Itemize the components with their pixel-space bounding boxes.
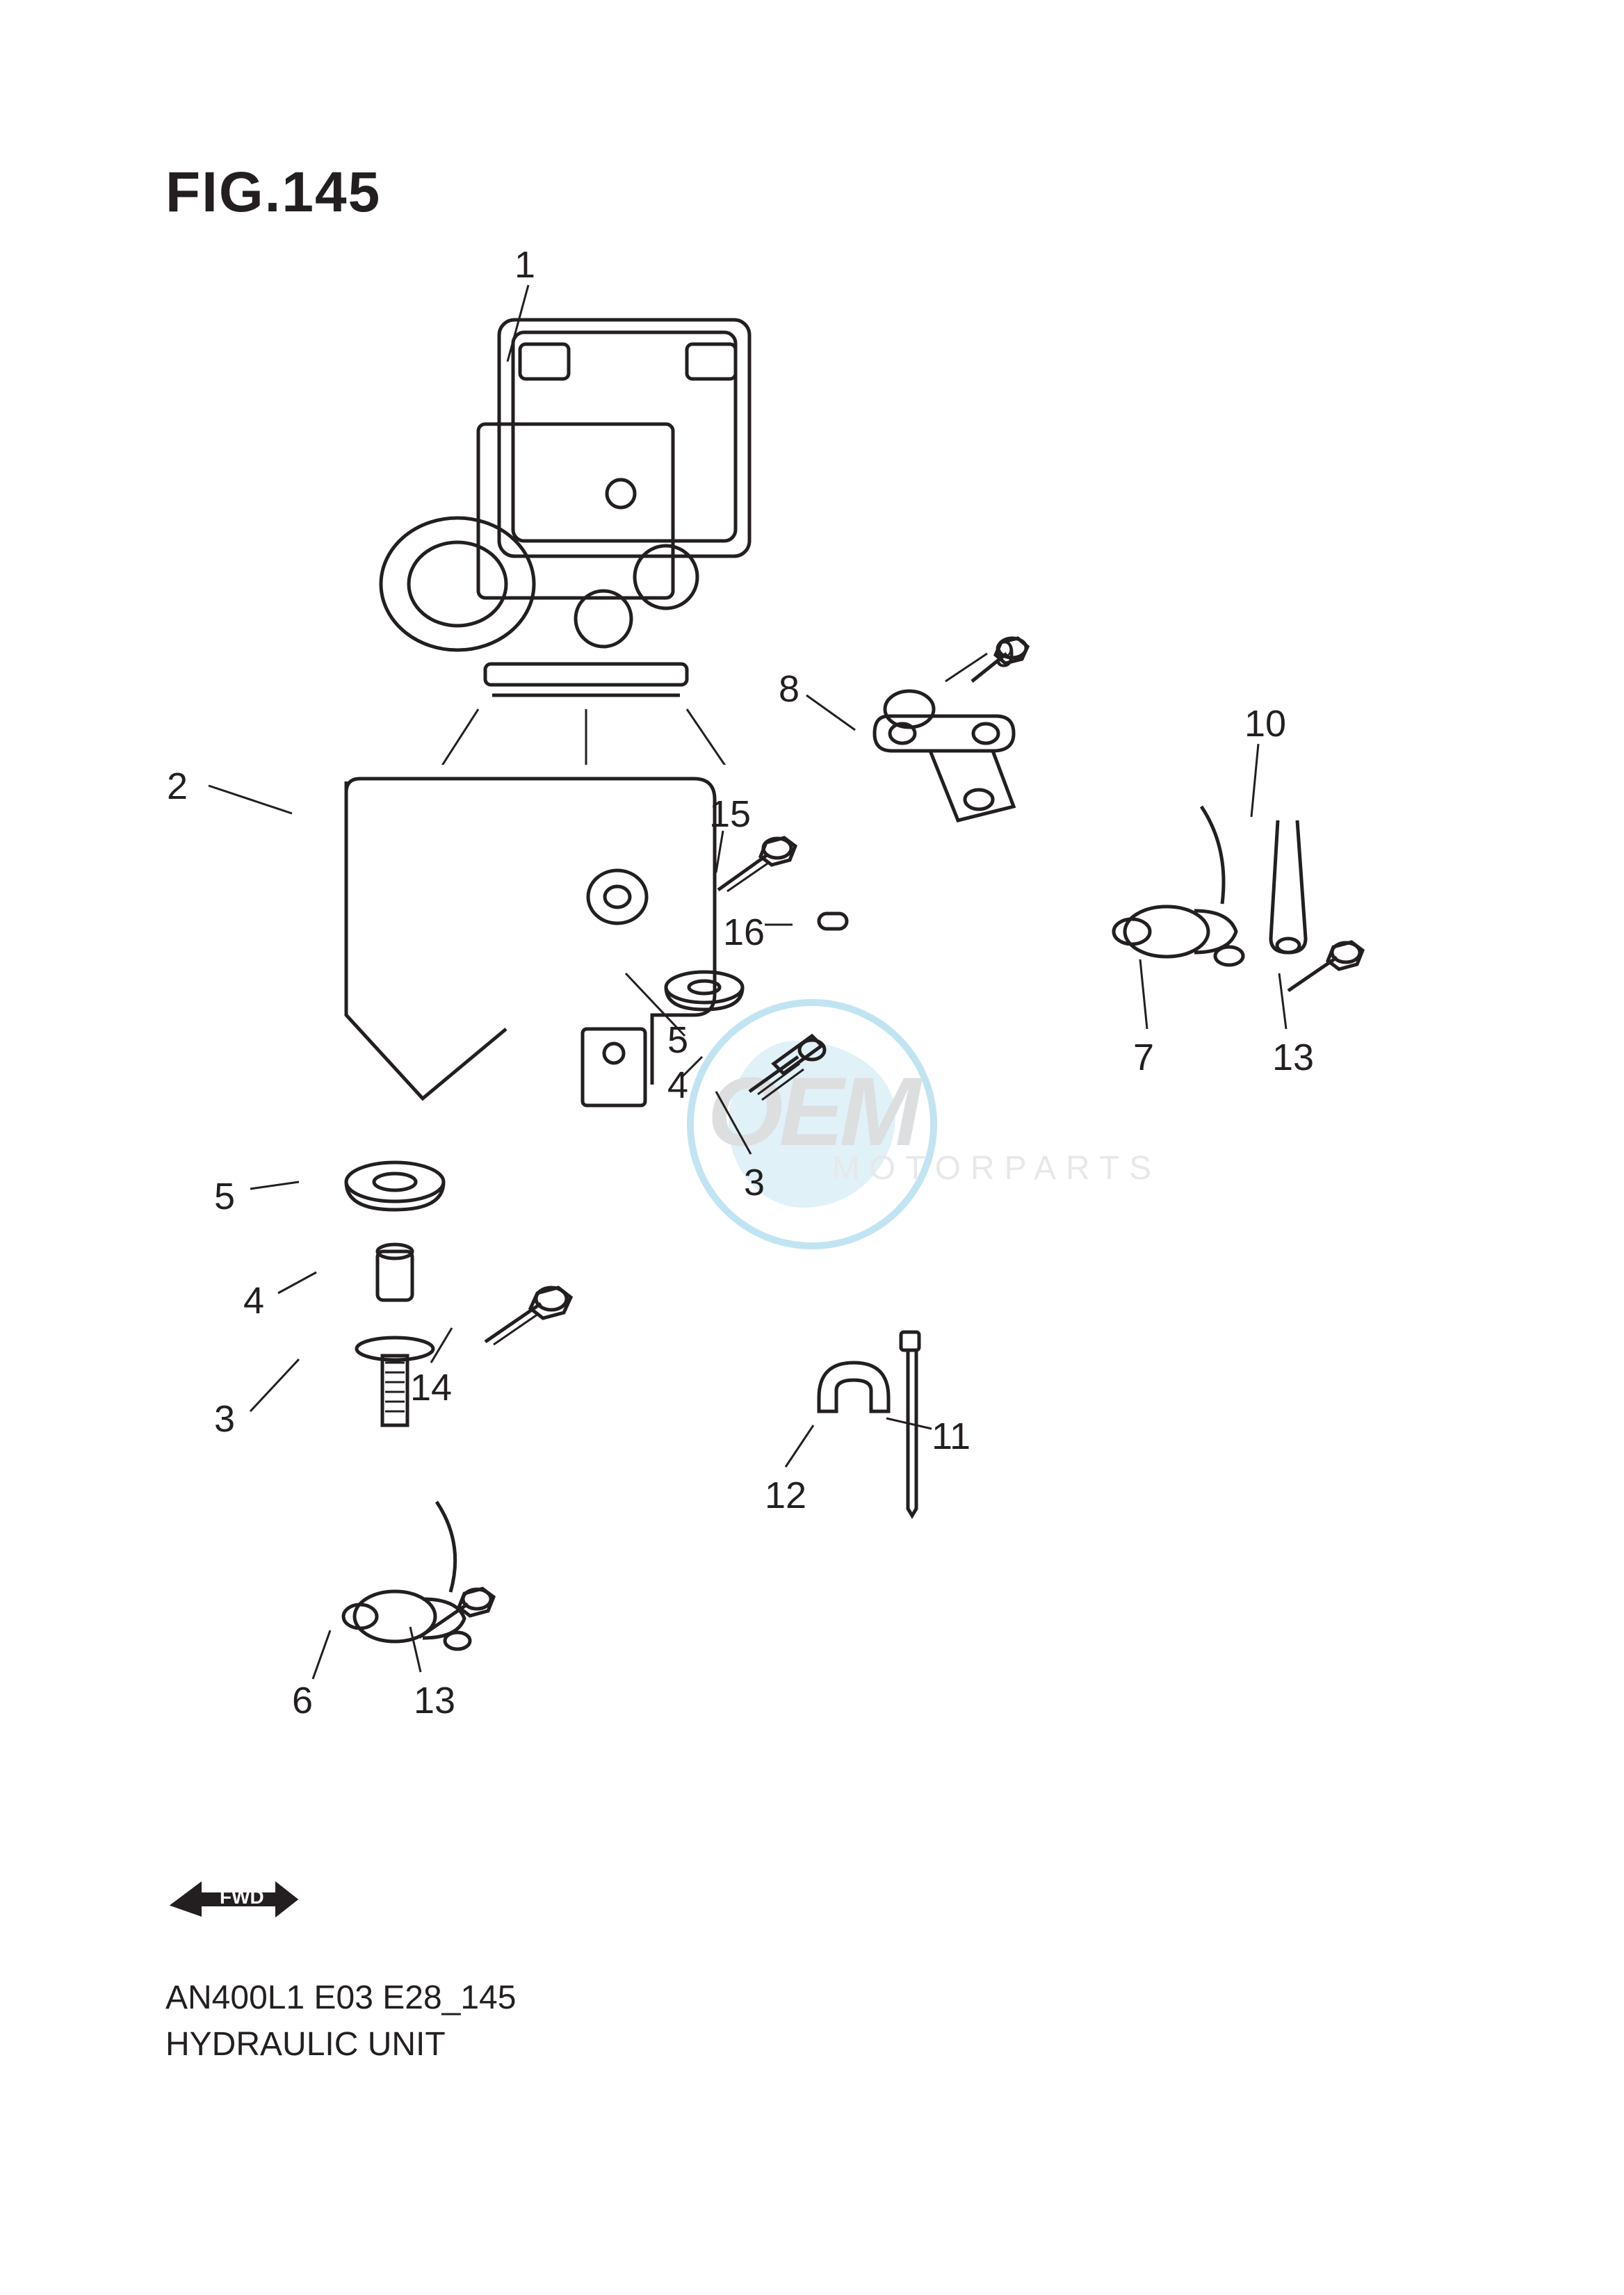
leader-12: [786, 1425, 813, 1467]
leader-3: [716, 1092, 751, 1154]
fwd-label: FWD: [220, 1886, 264, 1908]
callout-ref-6: 6: [292, 1679, 313, 1722]
footer-model-code: AN400L1 E03 E28_145: [165, 1974, 516, 2021]
callout-ref-10: 10: [1244, 702, 1286, 745]
callout-ref-16: 16: [723, 911, 765, 954]
figure-title: FIG.145: [165, 160, 381, 225]
callout-ref-12: 12: [765, 1474, 806, 1517]
callout-ref-13: 13: [414, 1679, 455, 1722]
leader-14: [431, 1328, 452, 1363]
leader-1: [508, 285, 528, 362]
callout-ref-13: 13: [1272, 1036, 1314, 1079]
diagram: 1233445567891011121313141516: [165, 278, 1459, 1877]
footer: AN400L1 E03 E28_145 HYDRAULIC UNIT: [165, 1974, 516, 2068]
leader-8: [806, 695, 855, 730]
leader-2: [209, 786, 292, 813]
leader-13: [1279, 973, 1286, 1029]
callout-ref-4: 4: [243, 1279, 264, 1322]
callout-ref-1: 1: [514, 243, 535, 286]
leader-7: [1140, 959, 1147, 1029]
fwd-arrow: FWD: [165, 1863, 304, 1936]
callout-ref-15: 15: [709, 793, 751, 836]
leader-6: [313, 1630, 330, 1679]
footer-part-name: HYDRAULIC UNIT: [165, 2021, 516, 2068]
leader-10: [1251, 744, 1258, 817]
callout-ref-8: 8: [779, 667, 799, 711]
callout-ref-2: 2: [167, 765, 188, 808]
leader-9: [945, 654, 987, 681]
leader-4: [278, 1272, 316, 1293]
callout-ref-4: 4: [667, 1064, 688, 1107]
leader-3: [250, 1359, 299, 1411]
callout-ref-11: 11: [932, 1415, 971, 1458]
callout-ref-5: 5: [214, 1175, 235, 1218]
callout-ref-7: 7: [1133, 1036, 1154, 1079]
callout-ref-9: 9: [994, 633, 1015, 676]
callout-ref-5: 5: [667, 1019, 688, 1062]
callout-ref-14: 14: [410, 1366, 452, 1409]
leader-5: [250, 1182, 299, 1189]
leader-lines: [165, 278, 1459, 1877]
leader-13: [410, 1627, 421, 1672]
leader-15: [716, 831, 723, 873]
callout-ref-3: 3: [214, 1397, 235, 1441]
callout-ref-3: 3: [744, 1161, 765, 1204]
leader-11: [886, 1418, 932, 1429]
